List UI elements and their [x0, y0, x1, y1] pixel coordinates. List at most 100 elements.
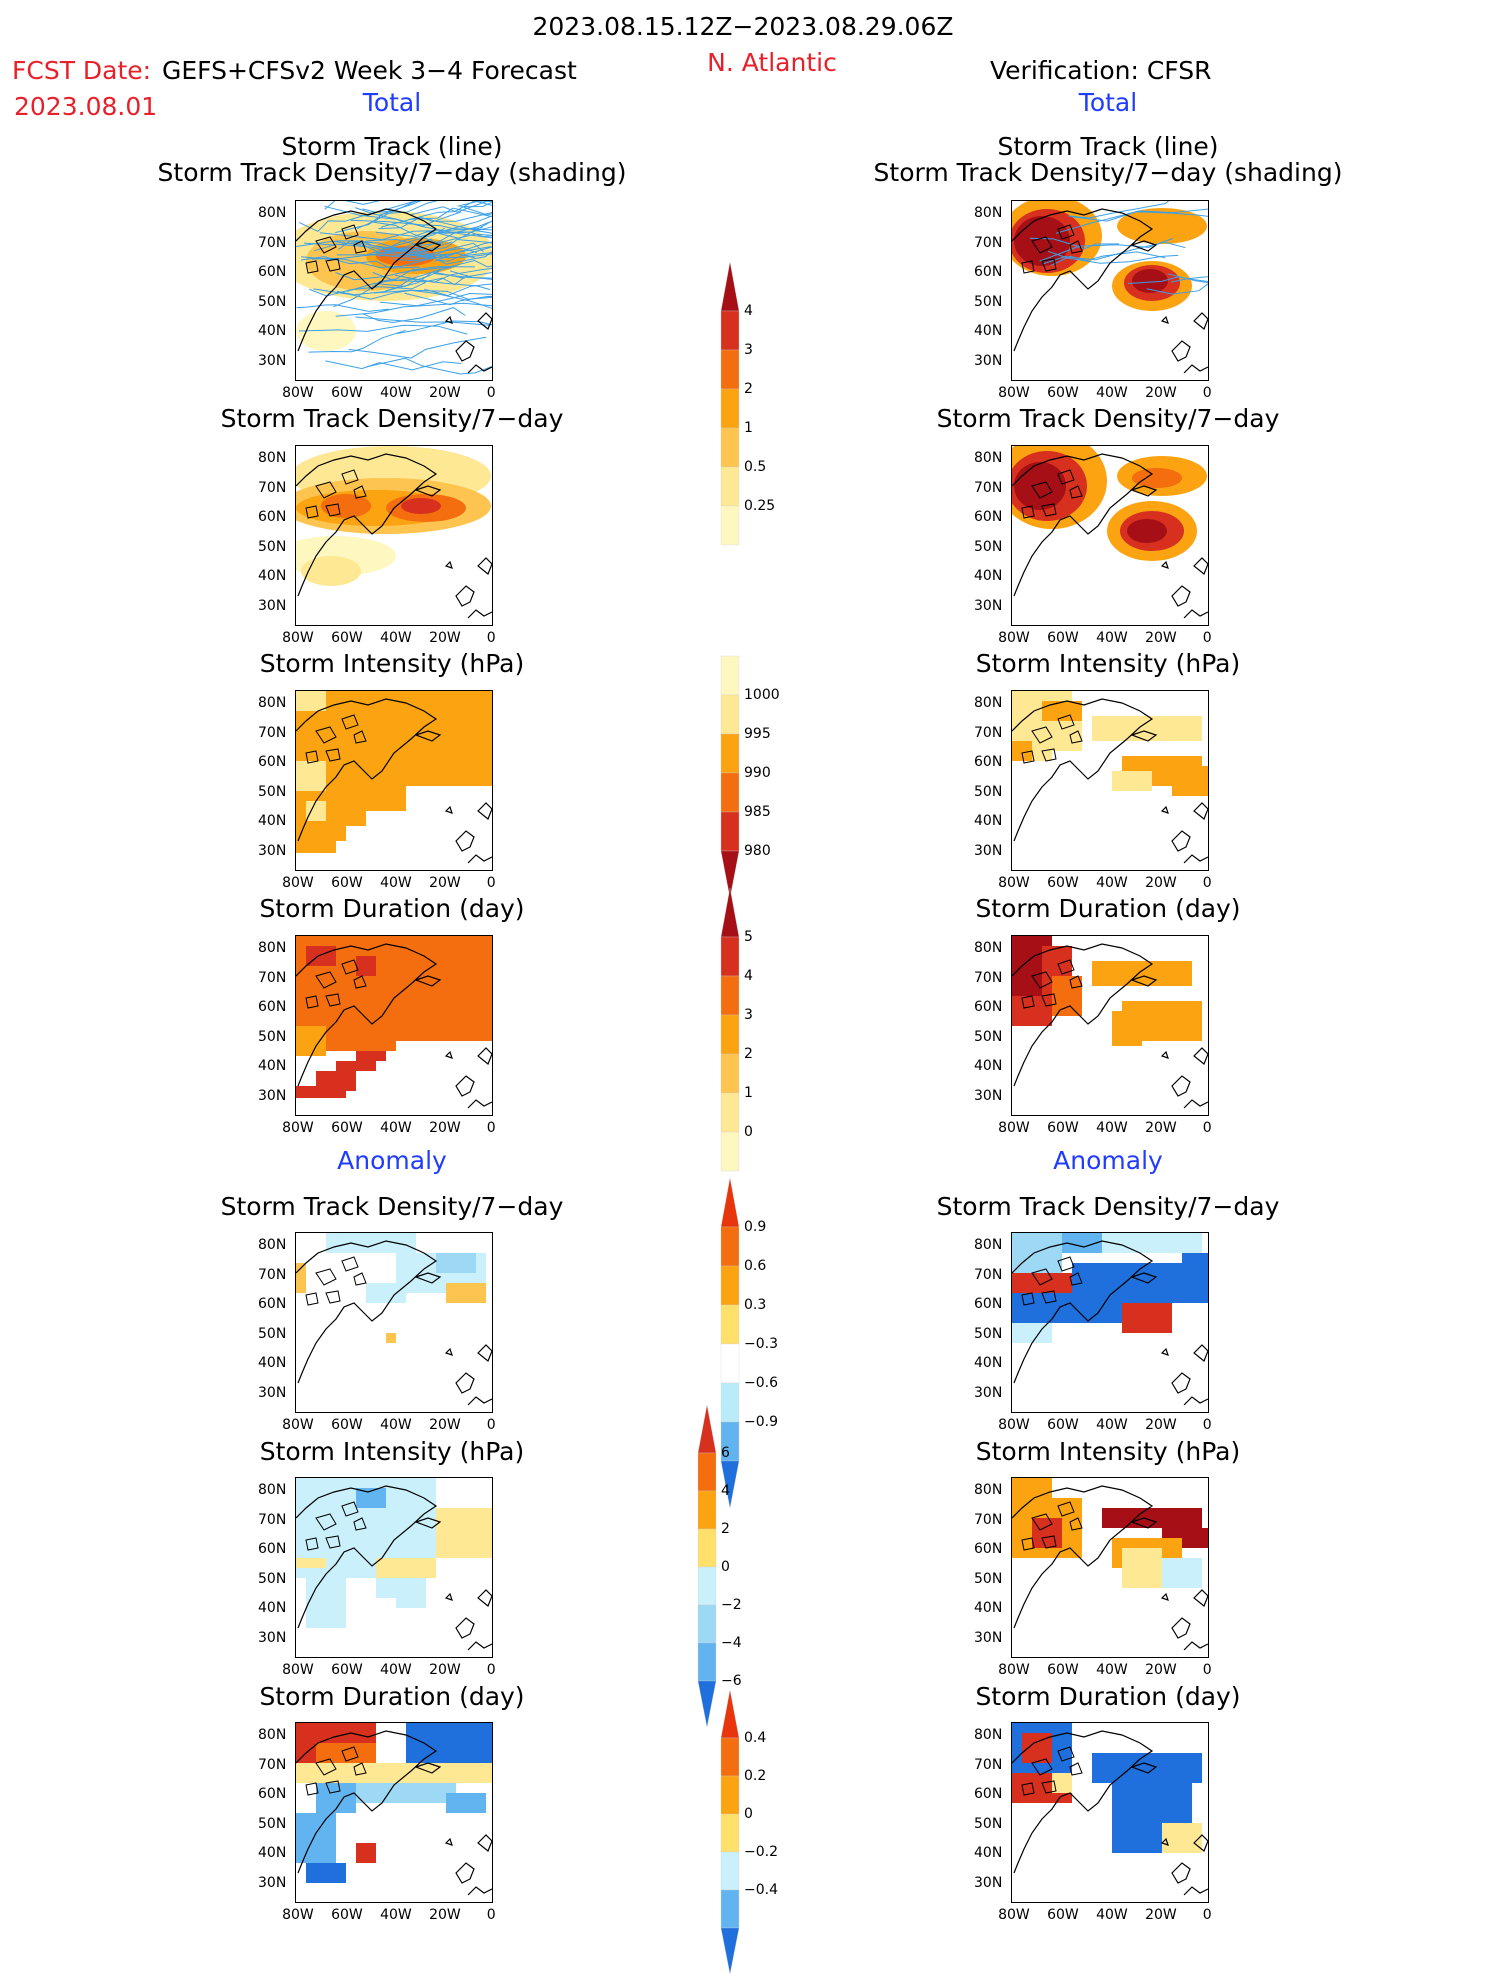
storm-track-line — [312, 257, 431, 268]
coastline-islands — [1021, 1746, 1083, 1796]
storm-track-line — [379, 292, 492, 307]
lat-tick-label: 50N — [974, 1815, 1003, 1832]
r2-title: Storm Track Density/7−day — [936, 404, 1280, 433]
storm-track-line — [397, 320, 492, 334]
lon-tick-label: 0 — [486, 385, 496, 401]
colorbar-label: 3 — [744, 342, 753, 358]
lon-tick-label: 40W — [380, 875, 412, 891]
colorbar-label: 0.9 — [744, 1219, 767, 1235]
lat-tick-label: 70N — [974, 969, 1003, 986]
coastline — [1012, 208, 1208, 374]
colorbar-segment — [720, 1460, 740, 1509]
lat-tick-label: 60N — [258, 1541, 287, 1557]
colorbar-label: 6 — [721, 1445, 730, 1461]
lon-tick-label: 60W — [1047, 385, 1079, 401]
grid-cell — [1102, 1233, 1202, 1253]
lat-tick-label: 80N — [258, 205, 287, 221]
colorbar-label: 0.5 — [744, 459, 767, 475]
l3-title: Storm Intensity (hPa) — [259, 649, 525, 678]
period-title: 2023.08.15.12Z−2023.08.29.06Z — [532, 12, 954, 41]
storm-track-line — [299, 324, 468, 335]
colorbar-segment — [720, 388, 740, 429]
grid-cell — [306, 946, 336, 966]
colorbar-segment — [720, 1343, 740, 1384]
storm-track-line — [457, 201, 492, 207]
colorbar-label: 985 — [744, 804, 771, 820]
colorbar-label: 1 — [744, 420, 753, 436]
colorbar-label: 4 — [721, 1483, 730, 1499]
lon-tick-label: 40W — [380, 1417, 412, 1433]
storm-track-line — [336, 271, 465, 296]
map-svg — [1012, 1478, 1208, 1651]
grid-cell — [1092, 716, 1202, 741]
lat-tick-label: 60N — [974, 999, 1003, 1015]
map-svg — [1012, 936, 1208, 1109]
forecast-map-panel-7 — [295, 1722, 493, 1903]
colorbar-segment — [697, 1490, 717, 1530]
lon-tick-label: 20W — [429, 1662, 461, 1678]
lon-tick-label: 20W — [429, 385, 461, 401]
colorbar-segment — [720, 1265, 740, 1306]
grid-cell — [296, 1041, 396, 1051]
colorbar-segment — [720, 466, 740, 507]
lat-tick-label: 30N — [258, 1087, 287, 1104]
lon-tick-label: 20W — [429, 1907, 461, 1923]
map-svg — [296, 1723, 492, 1896]
grid-cell — [1012, 741, 1032, 761]
l7-title: Storm Duration (day) — [259, 1682, 525, 1711]
lat-tick-label: 80N — [258, 695, 287, 711]
grid-cell — [296, 1558, 326, 1568]
colorbar-label: 0.2 — [744, 1768, 767, 1784]
lon-tick-label: 0 — [1202, 1120, 1212, 1136]
lon-tick-label: 80W — [998, 630, 1030, 646]
lat-tick-label: 70N — [258, 1266, 287, 1283]
coastline — [296, 1485, 492, 1651]
storm-track-line — [313, 288, 449, 300]
grid-cell — [446, 1793, 486, 1813]
storm-track-line — [371, 221, 492, 244]
grid-cell — [296, 1813, 336, 1863]
colorbar-label: −0.6 — [744, 1375, 778, 1391]
duration-anom-colorbar — [720, 1689, 740, 1975]
colorbar-segment — [720, 427, 740, 468]
density-total-colorbar — [720, 261, 740, 546]
coastline — [296, 208, 492, 374]
lat-tick-label: 50N — [258, 538, 287, 555]
colorbar-segment — [720, 1177, 740, 1228]
lon-tick-label: 0 — [486, 1662, 496, 1678]
grid-cell — [1162, 1823, 1202, 1853]
lon-tick-label: 40W — [380, 1662, 412, 1678]
coastline — [296, 943, 492, 1109]
lat-tick-label: 40N — [258, 323, 287, 339]
colorbar-label: 0.4 — [744, 1730, 767, 1746]
lon-tick-label: 80W — [282, 1120, 314, 1136]
lon-tick-label: 20W — [429, 630, 461, 646]
colorbar-label: 995 — [744, 726, 771, 742]
lon-tick-label: 80W — [998, 385, 1030, 401]
grid-cell — [296, 761, 326, 791]
coastline — [1012, 1240, 1208, 1406]
lat-tick-label: 30N — [974, 1874, 1003, 1891]
colorbar-segment — [720, 1131, 740, 1172]
lat-tick-label: 60N — [974, 754, 1003, 770]
storm-track-line — [346, 269, 442, 292]
storm-track-line — [378, 212, 492, 230]
storm-track-line — [404, 292, 492, 306]
shade-blob — [401, 498, 441, 514]
grid-cell — [1172, 766, 1208, 796]
lat-tick-label: 80N — [974, 1237, 1003, 1253]
lon-tick-label: 20W — [1145, 1662, 1177, 1678]
grid-cell — [1162, 1558, 1202, 1588]
grid-cell — [1092, 1753, 1202, 1783]
lat-tick-label: 60N — [974, 509, 1003, 525]
storm-track-line — [372, 272, 468, 286]
l1-title-line: Storm Track (line) — [281, 132, 503, 161]
coastline — [296, 1240, 492, 1406]
grid-cell — [396, 1598, 426, 1608]
grid-cell — [436, 1253, 476, 1273]
forecast-map-panel-2 — [295, 445, 493, 626]
lat-tick-label: 50N — [974, 1570, 1003, 1587]
grid-cell — [376, 1558, 436, 1578]
lon-tick-label: 80W — [282, 875, 314, 891]
lon-tick-label: 80W — [998, 1417, 1030, 1433]
